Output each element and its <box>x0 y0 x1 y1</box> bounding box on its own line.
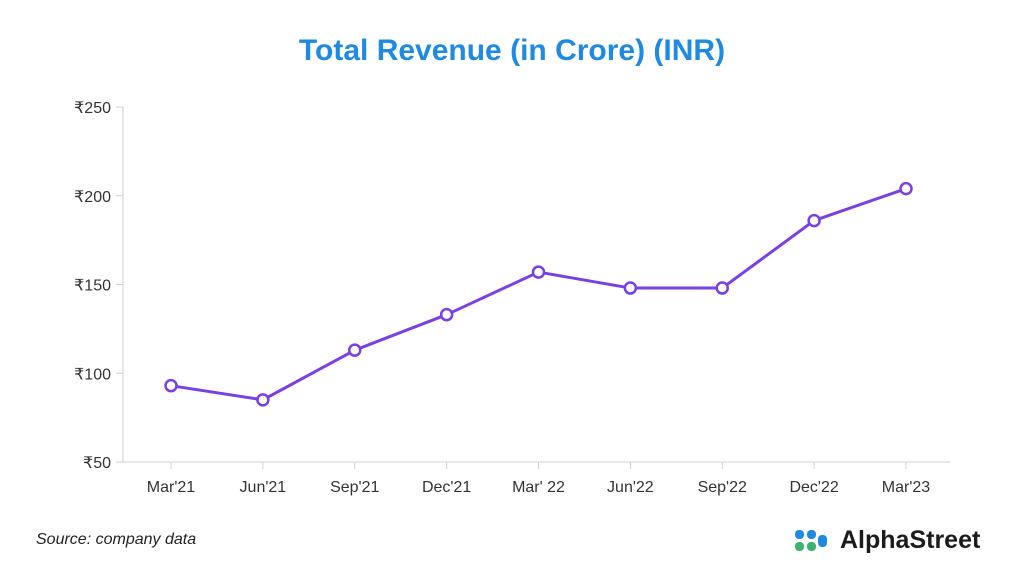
data-point[interactable] <box>256 393 270 407</box>
x-tick-label: Dec'22 <box>789 479 838 496</box>
series-line <box>170 187 907 402</box>
data-point[interactable] <box>164 378 178 393</box>
data-point[interactable] <box>623 281 638 295</box>
x-tick-label: Mar' 22 <box>512 479 565 496</box>
axes <box>122 107 950 463</box>
y-tick-label: ₹250 <box>74 100 111 117</box>
source-note: Source: company data <box>36 531 197 548</box>
data-point[interactable] <box>715 281 729 295</box>
y-tick-label: ₹50 <box>83 455 111 472</box>
x-tick-label: Sep'22 <box>698 479 747 496</box>
x-axis-ticks: Mar'21 Jun'21 Sep'21 Dec'21 Mar' 22 Jun'22 Sep… <box>147 462 931 496</box>
data-point[interactable] <box>899 181 913 196</box>
x-tick-label: Sep'21 <box>330 479 379 496</box>
data-point[interactable] <box>439 307 454 322</box>
data-point[interactable] <box>807 213 821 228</box>
data-point[interactable] <box>531 265 546 279</box>
y-axis-ticks: ₹50 ₹100 ₹150 ₹200 ₹250 <box>74 100 123 472</box>
brand-logo: AlphaStreet <box>794 526 980 555</box>
brand-name: AlphaStreet <box>840 526 981 554</box>
series-group <box>164 181 913 407</box>
x-tick-label: Jun'22 <box>607 479 654 496</box>
alphastreet-logo-icon <box>795 529 827 551</box>
chart-title: Total Revenue (in Crore) (INR) <box>298 34 726 67</box>
y-tick-label: ₹150 <box>74 278 111 295</box>
y-tick-label: ₹200 <box>74 189 111 206</box>
x-tick-label: Dec'21 <box>422 479 471 496</box>
x-tick-label: Mar'23 <box>882 479 931 496</box>
y-tick-label: ₹100 <box>74 366 111 383</box>
x-tick-label: Jun'21 <box>240 479 287 496</box>
data-point[interactable] <box>348 343 362 357</box>
x-tick-label: Mar'21 <box>147 479 196 496</box>
